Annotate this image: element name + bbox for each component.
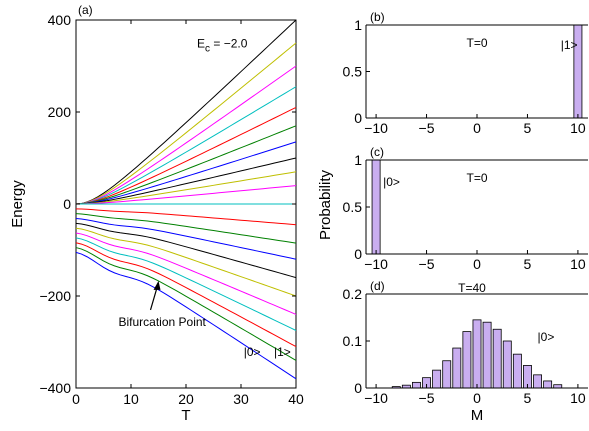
panel-b-label: (b) (370, 10, 385, 24)
panel-c-xtick-label: −10 (364, 256, 388, 272)
panel-d-xtick-label: 10 (570, 390, 586, 406)
panel-a-xtick-label: 40 (288, 391, 304, 407)
panel-d-time-label: T=40 (458, 281, 486, 295)
energy-curve (75, 157, 297, 205)
panel-b-xtick-label: 0 (473, 120, 481, 136)
energy-curve (75, 208, 297, 226)
bifurcation-label: Bifurcation Point (119, 315, 207, 329)
probability-bar (412, 381, 421, 389)
panel-c-ytick-label: 0.5 (343, 199, 363, 215)
panel-b-state-label: |1> (561, 38, 578, 52)
probability-bar (512, 353, 522, 389)
panel-b-xtick-label: −5 (419, 120, 435, 136)
panel-c-ytick-label: 0 (354, 246, 362, 262)
panel-a-xtick-label: 20 (178, 391, 194, 407)
panel-a-ylabel: Energy (9, 180, 26, 228)
energy-curve (75, 237, 297, 331)
energy-curve (75, 251, 297, 380)
energy-curve (75, 213, 297, 244)
bifurcation-callout: Bifurcation Point (119, 280, 207, 329)
probability-bar (502, 340, 512, 389)
energy-curve (75, 19, 297, 205)
energy-curve (75, 86, 297, 205)
panel-a-ytick-label: −400 (39, 380, 71, 396)
panel-c-xtick-label: −5 (419, 256, 435, 272)
bifurcation-arrowhead (153, 280, 161, 290)
panel-b-xtick-label: −10 (364, 120, 388, 136)
ec-annotation: Ec = −2.0 (197, 37, 248, 55)
panel-a: 0 10 20 30 40 −400 −200 0 200 400 (a) Energy T Ec… (9, 3, 304, 424)
energy-curve (75, 247, 297, 361)
panel-c-time-label: T=0 (466, 171, 487, 185)
panel-c-ytick-label: 1 (354, 152, 362, 168)
energy-curve (75, 232, 297, 315)
energy-curve (75, 227, 297, 297)
panel-d-xtick-label: 0 (473, 390, 481, 406)
panel-a-xtick-label: 0 (72, 391, 80, 407)
energy-curve (75, 106, 297, 205)
energy-curve (75, 242, 297, 348)
ec-annotation-value: = −2.0 (210, 37, 248, 51)
panel-c-state-label: |0> (383, 175, 400, 189)
probability-bar (472, 319, 482, 389)
energy-curve (75, 125, 297, 205)
panel-d-xtick-label: −10 (364, 390, 388, 406)
panel-c-label: (c) (370, 145, 384, 159)
energy-curve (75, 218, 297, 260)
panel-d-ytick-label: 0 (354, 380, 362, 396)
panel-c-xtick-label: 10 (570, 256, 586, 272)
panel-a-ytick-label: 200 (48, 104, 72, 120)
panel-d-xtick-label: 5 (524, 390, 532, 406)
panel-c-xtick-label: 0 (473, 256, 481, 272)
panel-d: −10 −5 0 5 10 0 0.1 0.2 (d) T=40 |0> M (343, 279, 588, 424)
ec-annotation-sub: c (205, 44, 210, 55)
probability-bar (371, 159, 381, 255)
panel-b-xtick-label: 10 (570, 120, 586, 136)
probability-bar (442, 360, 452, 389)
panel-b-xtick-label: 5 (524, 120, 532, 136)
state-0-label: |0> (244, 345, 261, 359)
panel-d-state-label: |0> (538, 330, 555, 344)
probability-bar (452, 347, 462, 389)
probability-bar (492, 328, 502, 389)
state-1-label: |1> (274, 345, 291, 359)
panel-b-ytick-label: 0 (354, 110, 362, 126)
energy-curve (75, 185, 297, 205)
energy-curve (75, 141, 297, 205)
energy-curve (75, 65, 297, 205)
energy-curve (75, 222, 297, 279)
panel-b-time-label: T=0 (466, 36, 487, 50)
panel-a-xtick-label: 10 (123, 391, 139, 407)
panel-c: −10 −5 0 5 10 0 0.5 1 (c) T=0 |0> (343, 145, 588, 272)
panel-d-xlabel: M (471, 407, 484, 424)
panel-d-ytick-label: 0.2 (343, 286, 363, 302)
probability-bar (482, 321, 492, 389)
panel-d-xtick-label: −5 (419, 390, 435, 406)
panel-a-label: (a) (78, 3, 93, 17)
probability-bar (533, 374, 542, 389)
probability-bar (432, 369, 442, 389)
panel-a-ytick-label: 0 (63, 196, 71, 212)
panel-a-ticks: 0 10 20 30 40 −400 −200 0 200 400 (39, 12, 304, 407)
energy-curve (75, 171, 297, 205)
energy-curve (75, 42, 297, 205)
ec-annotation-E: E (197, 37, 205, 51)
panel-b-ytick-label: 0.5 (343, 64, 363, 80)
panel-a-xlabel: T (181, 407, 190, 424)
panel-a-curves (75, 19, 297, 380)
panel-c-xtick-label: 5 (524, 256, 532, 272)
panel-a-xtick-label: 30 (233, 391, 249, 407)
panel-b-ytick-label: 1 (354, 17, 362, 33)
panel-d-ytick-label: 0.1 (343, 333, 363, 349)
probability-bar (462, 331, 472, 389)
panel-b: −10 −5 0 5 10 0 0.5 1 (b) T=0 |1> (343, 10, 588, 136)
panel-d-label: (d) (370, 279, 385, 293)
panel-a-ytick-label: −200 (39, 288, 71, 304)
probability-bar (543, 380, 553, 389)
panel-a-ytick-label: 400 (48, 12, 72, 28)
probability-ylabel: Probability (317, 169, 334, 240)
